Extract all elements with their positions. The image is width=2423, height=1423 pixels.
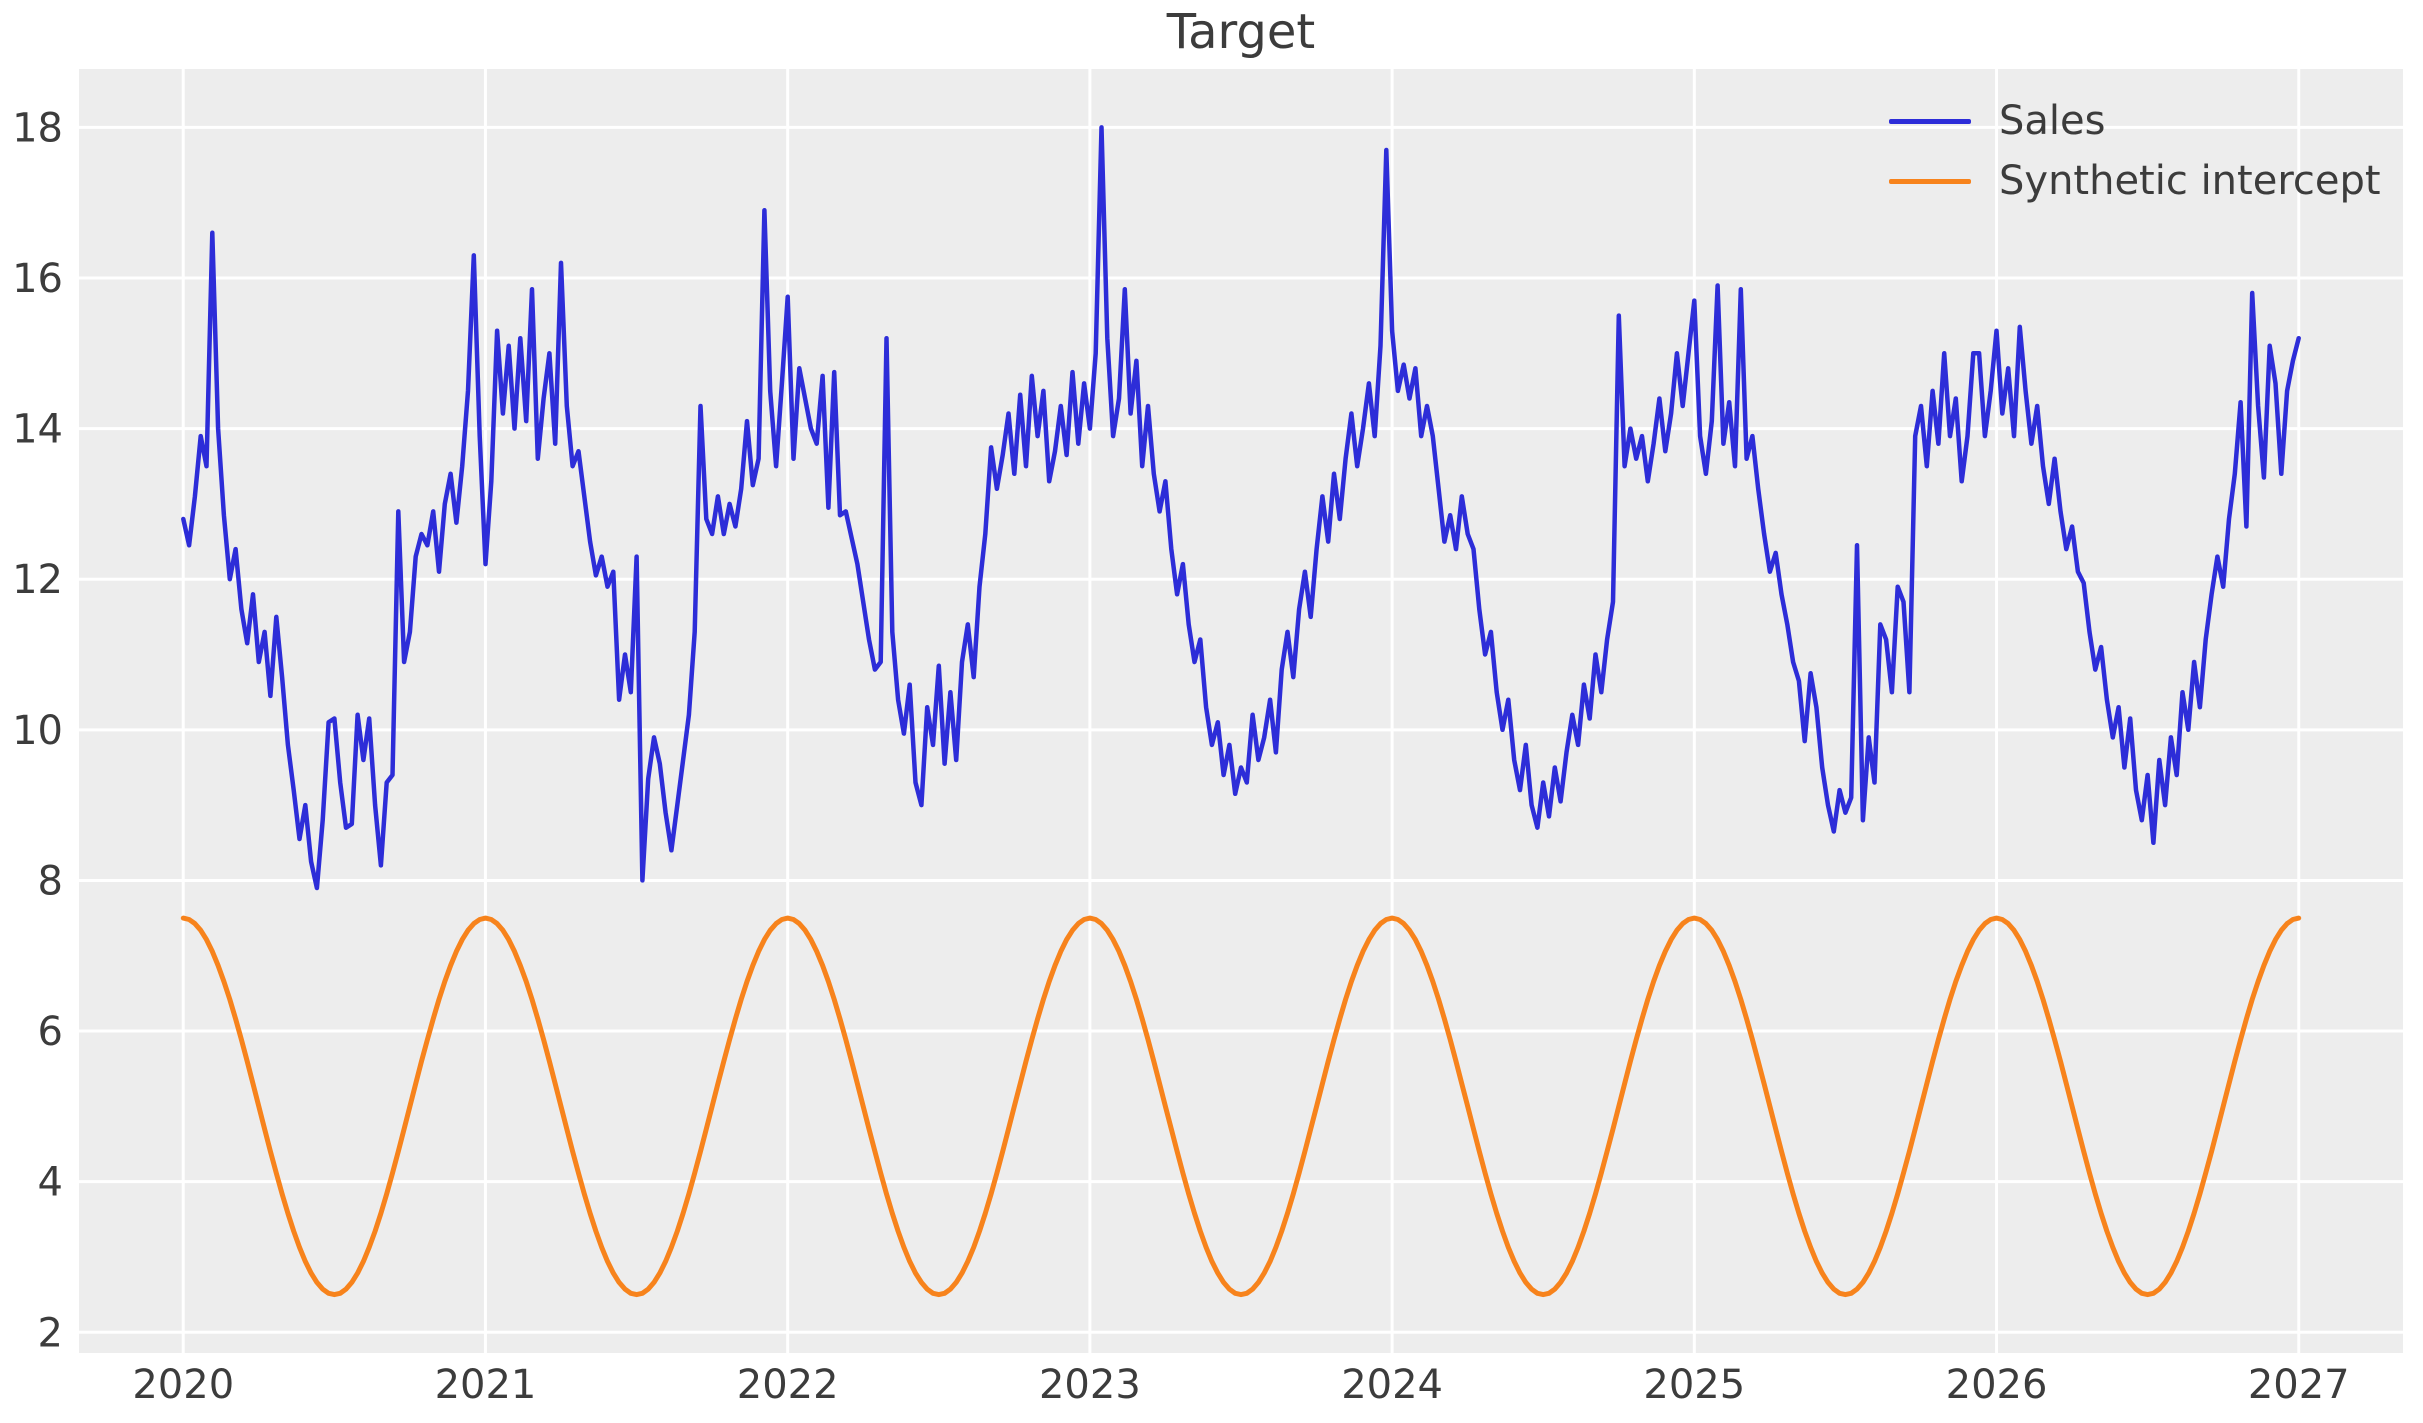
y-tick-label: 6 xyxy=(38,1009,63,1055)
intercept-line-swatch-icon xyxy=(1889,178,1971,184)
sales-line-swatch-icon xyxy=(1889,118,1971,124)
legend: Sales Synthetic intercept xyxy=(1889,98,2381,204)
x-tick-label: 2027 xyxy=(2248,1362,2350,1408)
x-tick-label: 2021 xyxy=(435,1362,537,1408)
legend-item-sales: Sales xyxy=(1889,98,2381,144)
legend-item-synthetic-intercept: Synthetic intercept xyxy=(1889,158,2381,204)
x-tick-label: 2024 xyxy=(1341,1362,1443,1408)
y-tick-label: 10 xyxy=(12,708,63,754)
x-tick-label: 2025 xyxy=(1643,1362,1745,1408)
y-tick-label: 14 xyxy=(12,407,63,453)
sales-line xyxy=(181,125,2301,891)
x-tick-label: 2026 xyxy=(1946,1362,2048,1408)
synthetic-intercept-line xyxy=(180,915,2302,1298)
legend-label-synthetic-intercept: Synthetic intercept xyxy=(1999,158,2381,204)
x-tick-label: 2022 xyxy=(737,1362,839,1408)
x-tick-label: 2023 xyxy=(1039,1362,1141,1408)
x-tick-label: 2020 xyxy=(132,1362,234,1408)
y-tick-label: 18 xyxy=(12,105,63,151)
y-tick-label: 4 xyxy=(38,1160,63,1206)
plot-background xyxy=(79,69,2403,1353)
y-tick-label: 2 xyxy=(38,1310,63,1356)
chart-title: Target xyxy=(1166,4,1316,60)
legend-label-sales: Sales xyxy=(1999,98,2106,144)
y-tick-label: 12 xyxy=(12,557,63,603)
y-tick-label: 8 xyxy=(38,858,63,904)
y-tick-label: 16 xyxy=(12,256,63,302)
